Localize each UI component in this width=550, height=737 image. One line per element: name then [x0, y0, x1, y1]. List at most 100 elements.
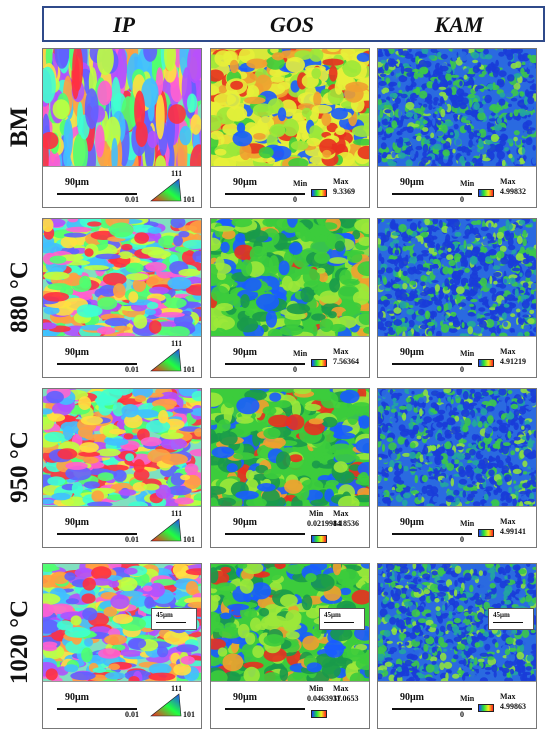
scale-bar — [57, 363, 137, 365]
microstructure-map-image — [378, 219, 536, 336]
scale-bar-label: 90μm — [400, 347, 424, 358]
inset-scale-box: 45μm — [319, 608, 365, 630]
scale-bar — [392, 533, 472, 535]
row-label-text: 950 °C — [6, 431, 33, 503]
panel-ip-0: 90μm 0.01 111 101 — [42, 48, 202, 208]
min-value: 0 — [293, 195, 297, 204]
max-value: 9.3369 — [333, 187, 355, 196]
map-ip — [43, 389, 201, 506]
colorbar — [311, 359, 327, 367]
inset-scale-bar — [156, 622, 186, 623]
row-label-1: 880 °C — [0, 218, 40, 376]
legend-kam: 90μm Min Max 0 4.91219 — [378, 336, 536, 377]
max-label: Max — [500, 347, 516, 356]
scale-bar-label: 90μm — [65, 347, 89, 358]
ip-corner-111: 111 — [171, 169, 183, 178]
min-value: 0 — [460, 195, 464, 204]
microstructure-map-image — [378, 49, 536, 166]
column-title-ip: IP — [113, 12, 135, 37]
ip-corner-111: 111 — [171, 339, 183, 348]
map-kam — [378, 564, 536, 681]
map-gos — [211, 219, 369, 336]
panel-gos-1: 90μm Min Max 0 7.56364 — [210, 218, 370, 378]
min-value: 0 — [460, 535, 464, 544]
panel-ip-1: 90μm 0.01 111 101 — [42, 218, 202, 378]
panel-ip-2: 90μm 0.01 111 101 — [42, 388, 202, 548]
max-value: 7.56364 — [333, 357, 359, 366]
inset-scale-label: 45μm — [324, 611, 341, 619]
legend-ip: 90μm 0.01 111 101 — [43, 506, 201, 547]
colorbar — [478, 359, 494, 367]
microstructure-map-image — [211, 49, 369, 166]
panel-kam-3: 90μm Min Max 0 4.99863 45μm — [377, 563, 537, 729]
ipf-triangle-icon — [150, 348, 182, 372]
scale-bar-label: 90μm — [65, 692, 89, 703]
microstructure-map-image — [43, 219, 201, 336]
min-label: Min — [460, 349, 475, 358]
map-kam — [378, 389, 536, 506]
inset-scale-bar — [324, 622, 354, 623]
legend-ip: 90μm 0.01 111 101 — [43, 681, 201, 730]
scale-bar — [392, 363, 472, 365]
legend-gos: 90μm Min Max 0.0219914 8.18536 — [211, 506, 369, 547]
min-label: Min — [460, 179, 475, 188]
max-label: Max — [333, 509, 349, 518]
min-value: 0.0219914 — [307, 519, 341, 528]
max-value: 4.99141 — [500, 527, 526, 536]
min-label: Min — [309, 509, 324, 518]
scale-bar-label: 90μm — [233, 692, 257, 703]
map-gos — [211, 564, 369, 681]
scale-bar-label: 90μm — [233, 177, 257, 188]
row-label-3: 1020 °C — [0, 563, 40, 721]
legend-ip: 90μm 0.01 111 101 — [43, 166, 201, 207]
scale-bar — [57, 708, 137, 710]
scale-bar-label: 90μm — [400, 177, 424, 188]
max-value: 4.91219 — [500, 357, 526, 366]
colorbar — [311, 189, 327, 197]
scale-bar-label: 90μm — [65, 517, 89, 528]
legend-kam: 90μm Min Max 0 4.99832 — [378, 166, 536, 207]
row-label-text: BM — [6, 106, 33, 148]
max-value: 11.0653 — [333, 694, 359, 703]
scale-bar-label: 90μm — [400, 517, 424, 528]
max-label: Max — [500, 517, 516, 526]
row-label-text: 880 °C — [6, 261, 33, 333]
map-kam — [378, 219, 536, 336]
ipf-triangle-icon — [150, 178, 182, 202]
panel-kam-0: 90μm Min Max 0 4.99832 — [377, 48, 537, 208]
ip-corner-101: 101 — [183, 710, 195, 719]
row-label-0: BM — [0, 48, 40, 206]
colorbar — [311, 535, 327, 543]
column-title-gos: GOS — [269, 12, 314, 37]
ip-corner-111: 111 — [171, 509, 183, 518]
ip-corner-101: 101 — [183, 535, 195, 544]
legend-kam: 90μm Min Max 0 4.99863 — [378, 681, 536, 730]
inset-scale-label: 45μm — [156, 611, 173, 619]
panel-gos-2: 90μm Min Max 0.0219914 8.18536 — [210, 388, 370, 548]
max-label: Max — [333, 347, 349, 356]
microstructure-map-image — [211, 389, 369, 506]
map-ip — [43, 49, 201, 166]
microstructure-map-image — [378, 564, 536, 681]
colorbar — [478, 529, 494, 537]
ip-min-value: 0.01 — [125, 535, 139, 544]
min-label: Min — [309, 684, 324, 693]
scale-bar-label: 90μm — [400, 692, 424, 703]
panel-kam-1: 90μm Min Max 0 4.91219 — [377, 218, 537, 378]
scale-bar — [57, 533, 137, 535]
scale-bar — [57, 193, 137, 195]
ip-min-value: 0.01 — [125, 710, 139, 719]
ip-corner-101: 101 — [183, 365, 195, 374]
panel-gos-3: 90μm Min Max 0.0463937 11.0653 45μm — [210, 563, 370, 729]
scale-bar — [392, 708, 472, 710]
panel-kam-2: 90μm Min Max 0 4.99141 — [377, 388, 537, 548]
max-label: Max — [500, 692, 516, 701]
panel-gos-0: 90μm Min Max 0 9.3369 — [210, 48, 370, 208]
colorbar — [478, 704, 494, 712]
scale-bar-label: 90μm — [233, 517, 257, 528]
inset-scale-label: 45μm — [493, 611, 510, 619]
min-value: 0.0463937 — [307, 694, 341, 703]
legend-ip: 90μm 0.01 111 101 — [43, 336, 201, 377]
ip-min-value: 0.01 — [125, 365, 139, 374]
row-label-text: 1020 °C — [6, 599, 33, 685]
